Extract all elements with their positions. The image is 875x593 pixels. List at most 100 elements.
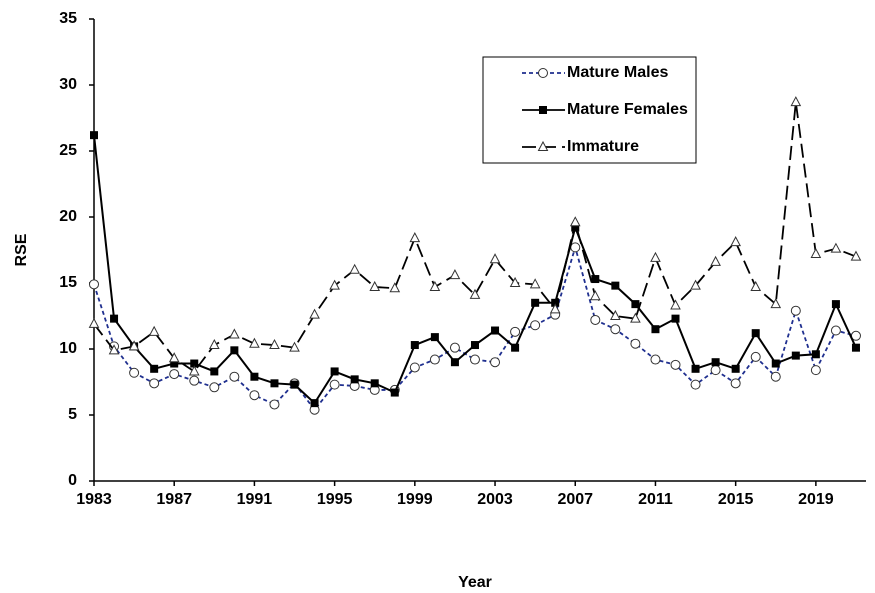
marker xyxy=(189,375,200,386)
marker xyxy=(771,359,780,368)
marker xyxy=(531,298,540,307)
x-tick-label: 2019 xyxy=(798,491,834,508)
marker xyxy=(770,298,782,309)
marker xyxy=(811,350,820,359)
marker xyxy=(651,325,660,334)
marker xyxy=(470,341,479,350)
y-tick-label: 35 xyxy=(59,10,77,27)
legend-marker xyxy=(538,68,548,78)
marker xyxy=(208,338,220,350)
marker xyxy=(269,338,280,350)
marker xyxy=(830,242,842,253)
marker xyxy=(730,378,741,389)
marker xyxy=(168,352,180,363)
legend-label: Immature xyxy=(567,138,639,155)
marker xyxy=(129,367,140,378)
marker xyxy=(690,379,701,390)
legend-marker xyxy=(537,140,549,151)
marker xyxy=(249,390,260,401)
y-tick-label: 10 xyxy=(59,340,77,357)
marker xyxy=(430,333,439,342)
marker xyxy=(449,269,461,280)
marker xyxy=(630,338,641,349)
series-line xyxy=(93,102,857,373)
marker xyxy=(631,300,640,309)
marker xyxy=(229,371,240,382)
marker xyxy=(249,337,260,348)
marker xyxy=(110,314,119,323)
marker xyxy=(610,324,621,335)
marker xyxy=(590,314,601,325)
marker xyxy=(188,365,200,376)
marker xyxy=(791,351,800,360)
marker xyxy=(509,276,521,287)
marker xyxy=(851,343,860,352)
marker xyxy=(490,357,501,368)
marker xyxy=(529,278,541,289)
series-line xyxy=(93,244,857,412)
marker xyxy=(611,281,620,290)
marker xyxy=(489,253,501,264)
marker xyxy=(790,305,801,316)
x-tick-label: 1987 xyxy=(156,491,192,508)
x-axis-label: Year xyxy=(458,574,492,591)
legend-box xyxy=(482,56,697,164)
marker xyxy=(309,308,320,319)
marker xyxy=(230,346,239,355)
marker xyxy=(610,309,621,320)
y-tick-label: 0 xyxy=(68,472,77,489)
marker xyxy=(630,312,641,323)
marker xyxy=(831,300,840,309)
marker xyxy=(269,399,280,410)
marker xyxy=(750,280,762,291)
marker xyxy=(790,96,802,107)
x-tick-label: 2011 xyxy=(638,491,673,508)
marker xyxy=(511,343,520,352)
x-tick-label: 1991 xyxy=(237,491,273,508)
x-tick-label: 2003 xyxy=(477,491,513,508)
marker xyxy=(350,375,359,384)
marker xyxy=(591,275,600,284)
marker xyxy=(710,255,721,266)
marker xyxy=(810,247,822,258)
marker xyxy=(569,216,581,227)
legend-marker xyxy=(539,106,547,114)
y-tick-label: 5 xyxy=(68,406,77,423)
x-tick-label: 2015 xyxy=(718,491,754,508)
marker xyxy=(270,379,279,388)
marker xyxy=(148,325,160,336)
marker xyxy=(469,354,480,365)
marker xyxy=(310,399,319,408)
marker xyxy=(810,365,821,376)
marker xyxy=(570,242,581,253)
marker xyxy=(370,379,379,388)
marker xyxy=(670,359,681,370)
marker xyxy=(450,358,459,367)
x-tick-label: 1983 xyxy=(76,491,112,508)
x-tick-label: 1995 xyxy=(317,491,353,508)
marker xyxy=(169,369,180,380)
marker xyxy=(711,358,720,367)
marker xyxy=(691,364,700,373)
marker xyxy=(830,325,841,336)
marker xyxy=(491,326,500,335)
marker xyxy=(510,326,521,337)
marker xyxy=(229,328,240,339)
y-tick-label: 15 xyxy=(59,274,77,291)
marker xyxy=(770,371,781,382)
marker xyxy=(731,364,740,373)
y-tick-label: 30 xyxy=(59,76,77,93)
marker xyxy=(589,290,601,301)
marker xyxy=(89,279,99,290)
marker xyxy=(650,354,661,365)
marker xyxy=(210,367,219,376)
marker xyxy=(88,317,100,328)
marker xyxy=(750,351,761,362)
y-tick-label: 25 xyxy=(59,142,77,159)
marker xyxy=(290,380,299,389)
marker xyxy=(369,280,381,291)
marker xyxy=(751,329,760,338)
marker xyxy=(650,251,661,262)
marker xyxy=(429,354,440,365)
